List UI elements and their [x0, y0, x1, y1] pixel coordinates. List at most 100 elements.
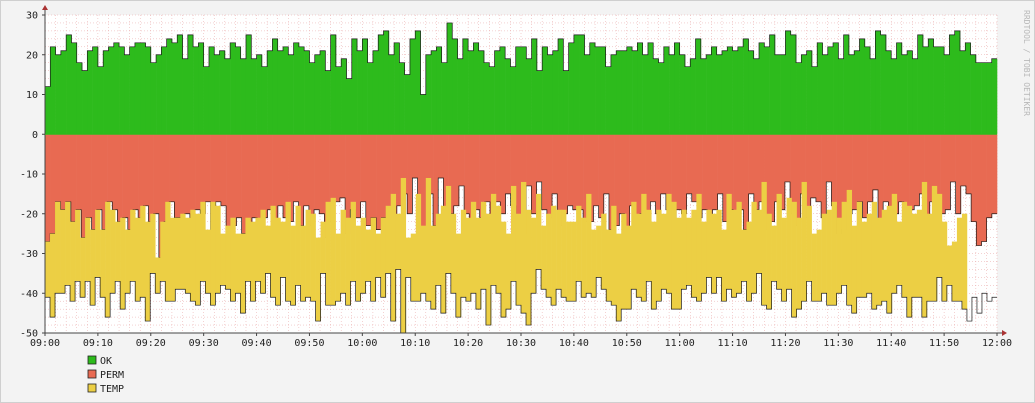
- bar-perm: [743, 134, 749, 230]
- bar-perm: [91, 134, 98, 230]
- bar-ok: [103, 50, 109, 135]
- bar-perm: [391, 134, 398, 218]
- bar-ok: [790, 34, 797, 135]
- bar-ok: [140, 42, 146, 135]
- bar-perm: [427, 134, 434, 194]
- bar-temp: [510, 185, 517, 282]
- bar-ok: [610, 54, 617, 135]
- bar-temp: [691, 209, 697, 298]
- bar-temp: [120, 217, 126, 310]
- bar-perm: [909, 134, 915, 210]
- bar-perm: [55, 134, 61, 202]
- bar-perm: [495, 134, 501, 202]
- bar-ok: [346, 78, 353, 135]
- bar-temp: [305, 209, 311, 298]
- bar-temp: [646, 209, 652, 282]
- y-tick-label: -20: [20, 209, 38, 220]
- bar-perm: [184, 134, 191, 214]
- bar-temp: [581, 217, 587, 298]
- bar-temp: [240, 233, 246, 314]
- series-ok: [45, 22, 998, 135]
- bar-perm: [971, 134, 977, 222]
- bar-ok: [330, 34, 337, 135]
- bar-temp: [946, 245, 953, 286]
- bar-ok: [367, 62, 374, 135]
- bar-temp: [796, 217, 802, 310]
- bar-perm: [624, 134, 630, 230]
- bar-perm: [567, 134, 574, 206]
- bar-perm: [640, 134, 646, 214]
- bar-ok: [499, 46, 506, 135]
- bar-ok: [240, 58, 247, 135]
- bar-temp: [315, 237, 321, 322]
- y-tick-label: -50: [20, 329, 38, 340]
- bar-ok: [66, 34, 72, 135]
- x-tick-label: 09:40: [242, 338, 272, 349]
- bar-perm: [153, 134, 160, 214]
- bar-ok: [944, 54, 950, 135]
- y-tick-label: -40: [20, 289, 38, 300]
- bar-ok: [362, 38, 368, 135]
- bar-perm: [531, 134, 537, 214]
- bar-perm: [717, 134, 724, 194]
- bar-ok: [526, 58, 532, 135]
- bar-ok: [880, 34, 887, 135]
- bar-perm: [386, 134, 392, 234]
- bar-temp: [150, 213, 156, 274]
- bar-temp: [786, 197, 792, 290]
- bar-perm: [857, 134, 863, 202]
- bar-temp: [561, 209, 567, 298]
- bar-temp: [851, 225, 858, 314]
- bar-perm: [396, 134, 403, 206]
- bar-temp: [536, 193, 542, 270]
- bar-temp: [65, 201, 71, 286]
- x-tick-label: 10:40: [559, 338, 589, 349]
- bar-perm: [70, 134, 77, 222]
- bar-perm: [122, 134, 129, 218]
- bar-perm: [619, 134, 625, 214]
- bar-ok: [637, 42, 643, 135]
- bar-perm: [634, 134, 641, 234]
- bar-perm: [65, 134, 72, 202]
- bar-ok: [134, 42, 141, 135]
- bar-perm: [298, 134, 304, 226]
- x-tick-label: 12:00: [982, 338, 1012, 349]
- bar-temp: [405, 237, 412, 278]
- bar-ok: [975, 62, 982, 135]
- bar-temp: [210, 201, 216, 306]
- bar-perm: [800, 134, 806, 194]
- bar-perm: [355, 134, 361, 218]
- legend-swatch: [87, 355, 97, 365]
- bar-ok: [309, 62, 316, 135]
- bar-perm: [308, 134, 315, 226]
- bar-ok: [76, 62, 83, 135]
- bar-temp: [325, 201, 331, 306]
- bar-perm: [614, 134, 620, 226]
- bar-ok: [256, 54, 263, 135]
- bar-ok: [838, 58, 844, 135]
- bar-ok: [774, 54, 781, 135]
- bar-perm: [231, 134, 237, 226]
- bar-temp: [751, 201, 757, 294]
- bar-ok: [679, 54, 686, 135]
- x-tick-label: 11:20: [770, 338, 800, 349]
- bar-perm: [86, 134, 92, 218]
- bar-ok: [901, 54, 908, 135]
- bar-perm: [841, 134, 848, 230]
- bar-temp: [390, 193, 397, 322]
- bar-ok: [214, 54, 220, 135]
- bar-perm: [210, 134, 217, 230]
- bar-temp: [365, 229, 371, 282]
- bar-perm: [164, 134, 170, 222]
- legend-swatch: [87, 383, 97, 393]
- bar-perm: [691, 134, 698, 202]
- x-tick-label: 10:10: [400, 338, 430, 349]
- bar-ok: [203, 66, 210, 135]
- bar-temp: [746, 221, 752, 302]
- bar-temp: [385, 205, 392, 274]
- bar-perm: [738, 134, 744, 210]
- bar-perm: [774, 134, 780, 202]
- bar-temp: [681, 209, 687, 290]
- bar-ok: [521, 46, 527, 135]
- series-perm: [45, 134, 998, 258]
